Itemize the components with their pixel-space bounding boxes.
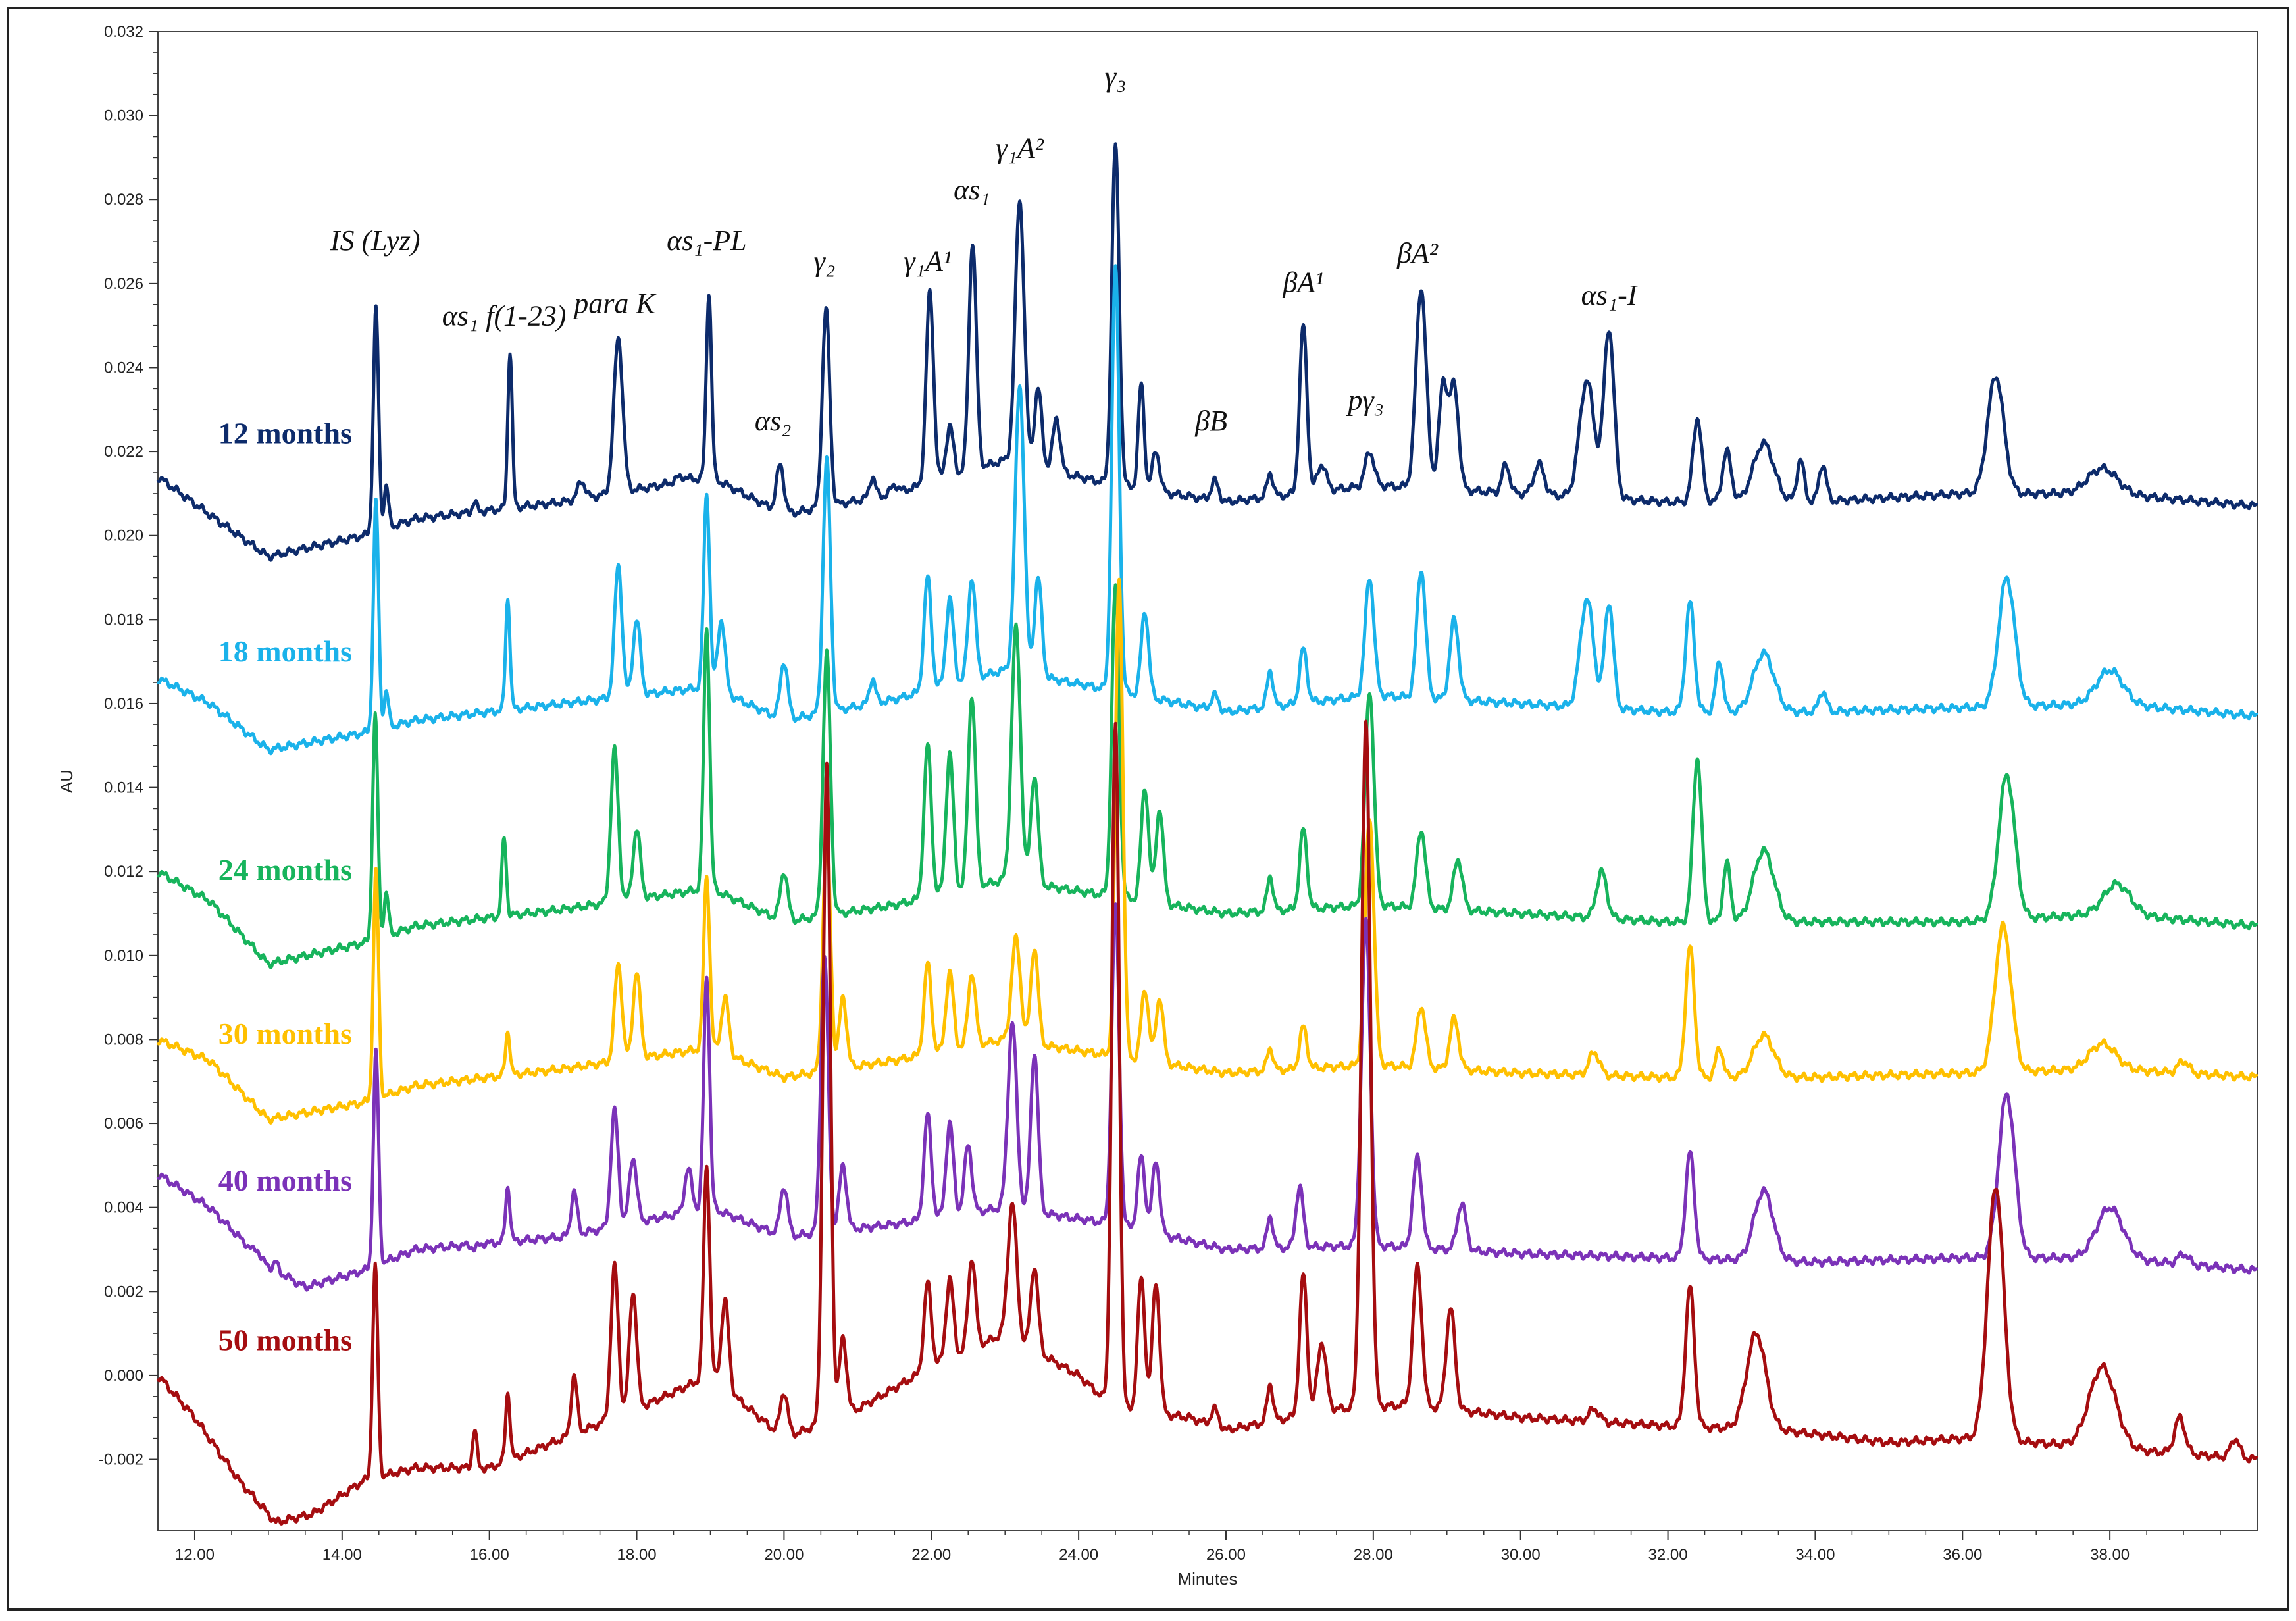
series-line: [156, 577, 2258, 1125]
series-label: 18 months: [218, 634, 352, 668]
series-label: 30 months: [218, 1017, 352, 1050]
y-tick-label: 0.010: [104, 947, 143, 965]
series-line: [156, 902, 2259, 1292]
peak-annotation: pγ₃: [1346, 384, 1384, 416]
y-tick-label: 0.024: [104, 359, 143, 376]
peak-annotation: αs₁: [954, 174, 990, 206]
x-axis-title: Minutes: [1177, 1569, 1237, 1589]
series-line: [156, 583, 2259, 969]
x-tick-label: 16.00: [470, 1546, 509, 1564]
peak-annotation: γ₃: [1105, 61, 1127, 93]
y-tick-label: 0.026: [104, 275, 143, 293]
x-tick-label: 18.00: [617, 1546, 657, 1564]
peak-annotation: αs₁-PL: [667, 224, 747, 257]
series-label: 40 months: [218, 1164, 352, 1197]
x-tick-label: 12.00: [175, 1546, 215, 1564]
x-tick-label: 20.00: [764, 1546, 804, 1564]
series-layer: [156, 142, 2259, 1526]
x-tick-label: 36.00: [1943, 1546, 1982, 1564]
outer-frame: [7, 7, 2289, 1611]
series-line: [156, 719, 2259, 1526]
y-tick-label: 0.022: [104, 443, 143, 461]
plot-border: [157, 31, 2258, 1531]
y-tick-label: 0.014: [104, 779, 143, 797]
peak-annotation: αs₁ f(1-23): [442, 300, 567, 332]
x-tick-label: 34.00: [1795, 1546, 1835, 1564]
x-axis: 12.00 14.00 16.00 18.00 20.00 22.00 24.00 26.00…: [175, 1531, 2221, 1564]
x-tick-label: 28.00: [1354, 1546, 1393, 1564]
y-tick-label: 0.030: [104, 107, 143, 125]
y-tick-label: 0.008: [104, 1031, 143, 1048]
x-tick-label: 14.00: [322, 1546, 362, 1564]
x-tick-label: 22.00: [911, 1546, 951, 1564]
y-tick-label: 0.028: [104, 191, 143, 209]
y-tick-label: 0.000: [104, 1367, 143, 1385]
y-tick-label: 0.020: [104, 527, 143, 545]
x-tick-label: 38.00: [2090, 1546, 2130, 1564]
peak-annotation: βB: [1194, 405, 1227, 437]
series-line: [156, 142, 2259, 562]
peak-annotation: βA²: [1396, 237, 1439, 269]
y-tick-label: 0.032: [104, 23, 143, 41]
y-axis: -0.002 0.000 0.002 0.004 0.006 0.008 0.010 0.01…: [99, 23, 158, 1469]
series-label: 12 months: [218, 416, 352, 450]
y-tick-label: 0.016: [104, 695, 143, 713]
x-tick-label: 24.00: [1059, 1546, 1098, 1564]
series-line: [156, 264, 2259, 756]
y-tick-label: -0.002: [99, 1451, 143, 1469]
peak-annotation: γ₁A¹: [904, 245, 952, 278]
series-label: 24 months: [218, 853, 352, 887]
peak-annotation: γ₂: [814, 245, 836, 278]
y-tick-label: 0.006: [104, 1115, 143, 1133]
y-tick-label: 0.018: [104, 611, 143, 629]
y-axis-title: AU: [57, 769, 76, 793]
series-label: 50 months: [218, 1324, 352, 1357]
peak-annotation: γ₁A²: [996, 132, 1044, 164]
x-tick-label: 30.00: [1501, 1546, 1541, 1564]
series-label-layer: 12 months 18 months 24 months 30 months 40 m…: [218, 416, 352, 1356]
x-tick-label: 32.00: [1648, 1546, 1688, 1564]
plot-area: [157, 31, 2258, 1531]
peak-annotation: βA¹: [1283, 267, 1324, 299]
peak-annotation: para K: [572, 288, 657, 320]
peak-annotation: αs₂: [755, 405, 792, 437]
y-tick-label: 0.012: [104, 863, 143, 881]
peak-annotation-layer: IS (Lyz) αs₁ f(1-23) para K αs₂ αs₁-PL γ₂ γ₁A¹…: [330, 61, 1639, 437]
peak-annotation: αs₁-I: [1581, 279, 1639, 311]
y-tick-label: 0.002: [104, 1283, 143, 1300]
x-tick-label: 26.00: [1206, 1546, 1246, 1564]
y-tick-label: 0.004: [104, 1199, 143, 1217]
peak-annotation: IS (Lyz): [330, 224, 421, 257]
